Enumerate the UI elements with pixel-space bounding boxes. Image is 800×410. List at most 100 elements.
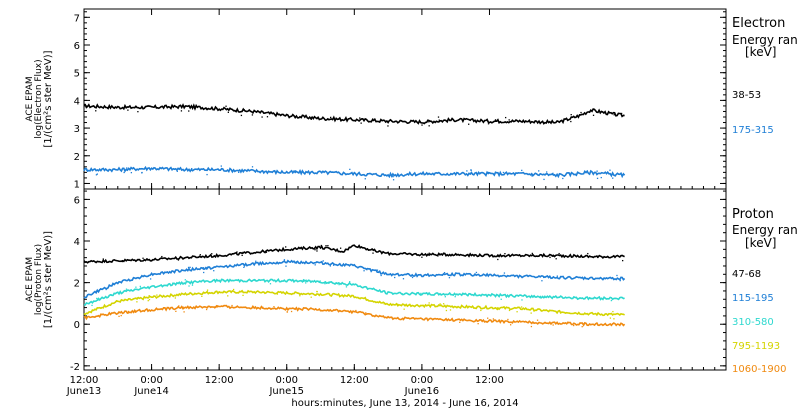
panel-proton-series-point bbox=[549, 256, 551, 259]
panel-proton-series-point bbox=[508, 309, 511, 312]
panel-electron-series-point bbox=[349, 168, 351, 171]
panel-electron-legend-title: Energy ran bbox=[732, 33, 798, 47]
panel-proton-series-point bbox=[194, 292, 196, 294]
panel-proton-series-point bbox=[327, 244, 329, 247]
panel-electron-series-point bbox=[521, 169, 523, 172]
panel-electron-series-point bbox=[543, 178, 545, 181]
panel-proton-series-point bbox=[211, 253, 213, 255]
panel-electron-series-point bbox=[95, 110, 97, 112]
panel-electron-series-point bbox=[137, 111, 139, 113]
panel-proton-series-point bbox=[495, 294, 497, 296]
panel-electron-legend-entry: 175-315 bbox=[732, 125, 774, 136]
panel-proton-series-point bbox=[214, 280, 216, 283]
panel-electron-series-point bbox=[266, 116, 269, 118]
panel-proton-series-point bbox=[507, 318, 509, 321]
panel-proton-legend-entry: 795-1193 bbox=[732, 341, 780, 352]
panel-electron-series-point bbox=[360, 122, 362, 124]
panel-electron-series-point bbox=[220, 165, 222, 167]
panel-electron-series-point bbox=[243, 109, 245, 111]
panel-proton-series-point bbox=[241, 254, 243, 257]
panel-proton-series-point bbox=[213, 270, 215, 272]
panel-proton-series-point bbox=[531, 252, 533, 255]
panel-proton-series-point bbox=[177, 259, 180, 261]
panel-proton-series-point bbox=[305, 282, 307, 284]
panel-electron-ytick-label: 2 bbox=[74, 152, 80, 163]
panel-proton-series-point bbox=[339, 247, 342, 249]
panel-proton-series-point bbox=[136, 301, 138, 303]
panel-proton-frame bbox=[83, 188, 727, 371]
panel-electron-ytick-label: 7 bbox=[74, 13, 80, 24]
panel-proton-series-point bbox=[188, 285, 190, 287]
panel-electron-legend-title: [keV] bbox=[745, 45, 776, 59]
panel-proton-series-point bbox=[437, 255, 439, 257]
panel-electron-series-point bbox=[194, 107, 196, 110]
panel-proton-series-point bbox=[573, 324, 575, 327]
panel-proton-series-point bbox=[156, 294, 158, 296]
panel-proton-series-point bbox=[467, 294, 469, 297]
panel-proton-series-point bbox=[345, 286, 348, 288]
panel-proton-series-point bbox=[520, 306, 523, 308]
panel-proton-series-point bbox=[609, 317, 612, 319]
panel-electron-series-point bbox=[364, 178, 366, 180]
panel-electron-series-point bbox=[562, 177, 564, 180]
panel-proton-series-point bbox=[269, 283, 272, 285]
panel-electron-series-point bbox=[487, 123, 490, 125]
xtick-time-label: 0:00 bbox=[140, 375, 162, 386]
panel-electron-series-point bbox=[191, 167, 193, 170]
panel-proton-series-point bbox=[201, 295, 203, 297]
panel-proton-series-point bbox=[610, 299, 613, 302]
panel-electron-series-point bbox=[95, 174, 98, 176]
xtick-time-label: 0:00 bbox=[276, 375, 298, 386]
panel-proton-series-point bbox=[227, 295, 229, 297]
panel-proton-series-point bbox=[376, 269, 379, 271]
panel-proton-series-point bbox=[325, 245, 327, 247]
panel-proton-series-point bbox=[332, 264, 335, 266]
panel-electron-series-point bbox=[470, 169, 472, 171]
panel-proton-ytick-label: 6 bbox=[74, 195, 80, 206]
panel-proton-series-point bbox=[328, 282, 330, 284]
panel-electron-series-point bbox=[596, 170, 598, 172]
panel-proton-series-point bbox=[184, 279, 186, 281]
panel-proton-series-point bbox=[182, 306, 184, 308]
panel-proton-series-point bbox=[445, 309, 448, 312]
panel-proton-series-point bbox=[510, 324, 512, 326]
panel-electron-ytick-label: 6 bbox=[74, 41, 80, 52]
panel-proton-series-point bbox=[530, 325, 533, 328]
panel-proton-series-point bbox=[401, 293, 403, 295]
panel-proton-series-point bbox=[273, 306, 275, 308]
panel-proton-series-point bbox=[480, 309, 482, 312]
panel-proton-series-point bbox=[421, 256, 423, 258]
panel-proton-series-point bbox=[556, 275, 559, 277]
panel-proton-series-point bbox=[536, 319, 539, 321]
panel-proton-series-point bbox=[139, 285, 141, 288]
panel-proton-series-point bbox=[609, 323, 612, 326]
panel-proton-series-point bbox=[262, 307, 264, 309]
panel-proton-series-point bbox=[616, 274, 618, 277]
panel-electron-series-point bbox=[107, 107, 109, 109]
panel-electron-series-point bbox=[294, 170, 296, 172]
panel-electron-series-point bbox=[502, 171, 505, 174]
panel-proton-series-point bbox=[491, 321, 494, 323]
panel-proton-series-point bbox=[539, 295, 542, 298]
panel-proton-series-point bbox=[187, 266, 190, 269]
panel-proton-series-point bbox=[345, 263, 347, 266]
panel-electron-series-point bbox=[613, 114, 615, 116]
panel-electron-series-point bbox=[206, 173, 208, 176]
panel-electron-series-point bbox=[96, 173, 98, 175]
panel-proton-series-point bbox=[236, 251, 238, 253]
panel-proton-series-point bbox=[216, 306, 218, 308]
panel-electron-series-point bbox=[225, 105, 227, 107]
panel-electron-ylabel-line: ACE EPAM bbox=[25, 76, 35, 121]
panel-electron-ytick-label: 1 bbox=[74, 179, 80, 190]
panel-proton-series-point bbox=[411, 276, 414, 279]
panel-electron-series-point bbox=[592, 114, 595, 116]
panel-proton-series-point bbox=[286, 311, 288, 313]
panel-proton-series-point bbox=[319, 280, 321, 282]
panel-proton-series-point bbox=[597, 256, 599, 259]
xtick-time-label: 12:00 bbox=[205, 375, 234, 386]
panel-proton-series-point bbox=[231, 304, 233, 307]
panel-electron-series-point bbox=[552, 172, 554, 175]
panel-electron-series-point bbox=[176, 170, 178, 172]
panel-proton-series-point bbox=[497, 258, 499, 261]
